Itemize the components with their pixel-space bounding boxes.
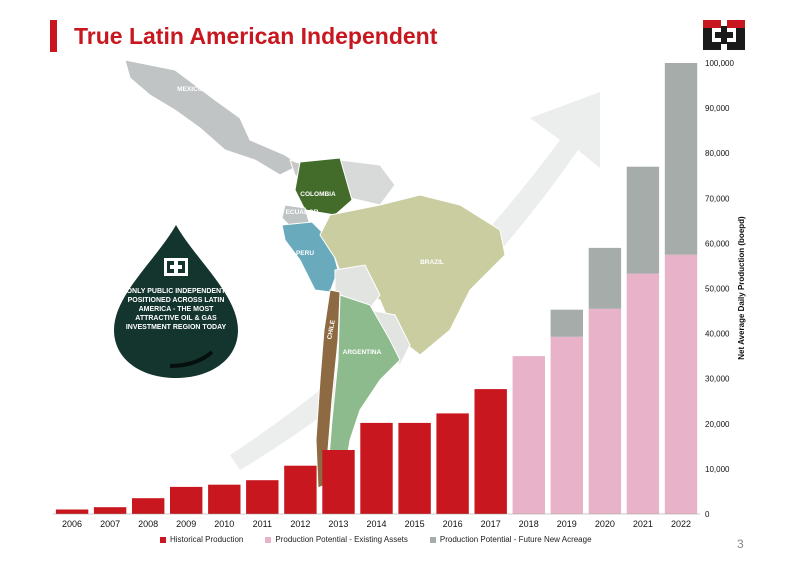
map-label-colombia: COLOMBIA [300, 191, 336, 198]
y-tick-label: 60,000 [705, 239, 730, 248]
map-argentina [327, 294, 401, 490]
map-label-ecuador: ECUADOR [286, 209, 319, 216]
bar-2006-series-0 [55, 509, 89, 514]
drop-text: ONLY PUBLIC INDEPENDENT POSITIONED ACROS… [125, 288, 227, 331]
x-tick-label: 2016 [443, 519, 463, 529]
map-label-argentina: ARGENTINA [343, 349, 382, 356]
x-tick-label: 2017 [481, 519, 501, 529]
growth-arrow [230, 92, 600, 470]
bar-2021-series-2 [626, 166, 660, 274]
legend-swatch-historical [160, 536, 166, 543]
y-tick-label: 10,000 [705, 465, 730, 474]
title-accent-bar [50, 20, 57, 52]
bar-2020-series-1 [588, 308, 622, 514]
y-tick-label: 0 [705, 510, 710, 519]
x-tick-label: 2015 [405, 519, 425, 529]
map-label-chile: CHILE [326, 319, 336, 340]
legend-swatch-existing [265, 536, 272, 543]
y-axis-title: Net Average Daily Production (boepd) [737, 216, 746, 360]
bar-2014-series-0 [360, 422, 393, 514]
y-tick-label: 20,000 [705, 420, 730, 429]
x-tick-label: 2011 [253, 519, 272, 529]
bar-2015-series-0 [398, 422, 431, 514]
x-tick-label: 2019 [557, 519, 577, 529]
legend-label-historical: Historical Production [170, 535, 244, 544]
page-number: 3 [737, 537, 744, 551]
bar-2020-series-2 [588, 247, 622, 309]
x-axis-labels: 2006 2007 2008 2009 2010 2011 2012 2013 2014 2015… [62, 519, 691, 529]
x-tick-label: 2012 [290, 519, 310, 529]
y-axis-labels: 0 10,000 20,000 30,000 40,000 50,000 60,000 70,… [705, 59, 734, 519]
y-tick-label: 30,000 [705, 375, 730, 384]
bar-2011-series-0 [246, 480, 279, 514]
x-tick-label: 2021 [633, 519, 653, 529]
map-labels: MEXICO COLOMBIA ECUADOR PERU BRAZIL CHILE ARGE… [177, 86, 444, 356]
x-tick-label: 2006 [62, 519, 82, 529]
x-tick-label: 2007 [100, 519, 120, 529]
bar-2019-series-1 [550, 336, 583, 514]
bar-2018-series-1 [512, 356, 545, 514]
y-tick-label: 40,000 [705, 330, 730, 339]
drop-swoosh [169, 350, 214, 368]
map-label-mexico: MEXICO [177, 86, 203, 93]
legend-swatch-future [429, 536, 436, 543]
x-tick-label: 2020 [595, 519, 615, 529]
bar-2022-series-2 [664, 63, 698, 255]
bar-2022-series-1 [664, 254, 698, 514]
bars-group [55, 63, 698, 514]
info-drop [114, 225, 238, 378]
y-tick-label: 70,000 [705, 194, 730, 203]
x-tick-label: 2018 [519, 519, 539, 529]
map-brazil [319, 194, 506, 356]
company-cross-logo-icon [703, 20, 745, 50]
bar-2010-series-0 [208, 484, 241, 514]
legend-item-existing: Production Potential - Existing Assets [265, 535, 408, 544]
bar-2012-series-0 [284, 465, 317, 514]
legend-item-future: Production Potential - Future New Acreag… [429, 535, 592, 544]
bar-2009-series-0 [170, 486, 203, 514]
x-tick-label: 2013 [328, 519, 348, 529]
bar-2016-series-0 [436, 413, 469, 514]
x-tick-label: 2014 [366, 519, 386, 529]
map-label-peru: PERU [296, 250, 314, 257]
y-tick-label: 80,000 [705, 149, 730, 158]
map-mexico [124, 59, 301, 176]
bar-2013-series-0 [322, 450, 355, 514]
chart-legend: Historical Production Production Potenti… [160, 535, 592, 544]
bar-2007-series-0 [93, 507, 127, 514]
map-label-brazil: BRAZIL [420, 259, 444, 266]
legend-label-future: Production Potential - Future New Acreag… [439, 535, 592, 544]
latin-america-map [124, 59, 506, 490]
x-tick-label: 2022 [671, 519, 691, 529]
legend-label-existing: Production Potential - Existing Assets [275, 535, 408, 544]
y-tick-label: 100,000 [705, 59, 734, 68]
y-tick-label: 90,000 [705, 104, 730, 113]
bar-2017-series-0 [474, 389, 507, 514]
bar-2019-series-2 [550, 309, 583, 337]
x-tick-label: 2009 [176, 519, 196, 529]
legend-item-historical: Historical Production [160, 535, 243, 544]
drop-cross-logo-icon [164, 258, 188, 276]
x-tick-label: 2008 [138, 519, 158, 529]
y-tick-label: 50,000 [705, 285, 730, 294]
bar-2008-series-0 [132, 498, 165, 514]
x-tick-label: 2010 [214, 519, 234, 529]
page-title: True Latin American Independent [74, 23, 438, 49]
bar-2021-series-1 [626, 273, 660, 514]
